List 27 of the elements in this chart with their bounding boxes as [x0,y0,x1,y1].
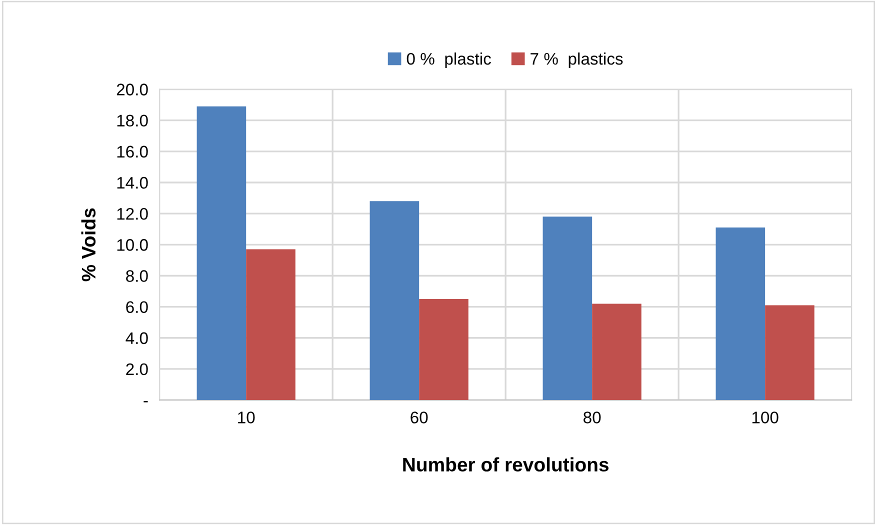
y-tick-label: 6.0 [126,301,148,314]
y-tick-label: 4.0 [126,332,148,344]
y-tick-label: - [144,401,148,402]
x-tick-label: 80 [584,412,601,424]
bar [716,228,766,400]
x-tick-label: 60 [410,412,428,424]
y-tick-label: 20.0 [116,84,148,96]
bar [765,305,814,400]
bar [592,304,642,400]
y-tick-label: 8.0 [126,270,148,282]
y-axis-title: % Voids [81,208,96,282]
bar [542,216,592,400]
bar [246,249,296,400]
y-tick-label: 16.0 [117,146,148,158]
x-tick-label: 100 [752,412,778,424]
bar [419,299,468,400]
y-tick-label: 12.0 [117,208,148,220]
y-tick-label: 14.0 [117,176,148,189]
bar [370,201,420,400]
bar [196,106,246,400]
y-tick-label: 18.0 [117,114,148,127]
legend-label: 0 % plastic [406,52,491,68]
legend-label: 7 % plastics [530,52,623,68]
x-axis-title: Number of revolutions [403,457,609,472]
y-tick-label: 10.0 [117,239,148,251]
y-tick-label: 2.0 [126,363,148,376]
x-tick-label: 10 [238,412,255,424]
